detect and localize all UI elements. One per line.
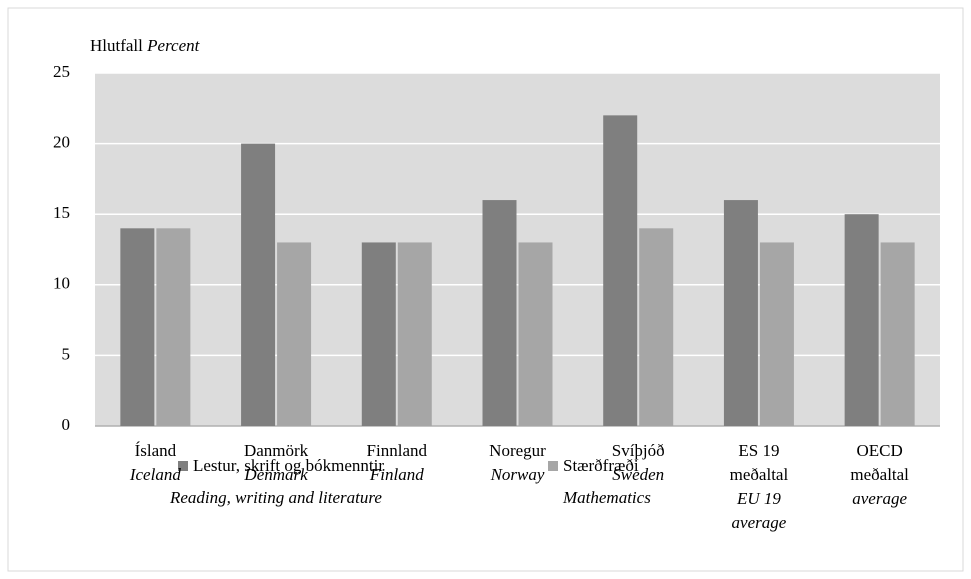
x-tick-label-en: Sweden bbox=[612, 465, 665, 484]
bar bbox=[844, 214, 879, 426]
x-tick-label-en: average bbox=[852, 489, 908, 508]
x-tick-label: Danmörk bbox=[243, 441, 309, 460]
x-tick-label: Ísland bbox=[134, 441, 177, 460]
legend-label-en: Reading, writing and literature bbox=[170, 488, 382, 507]
bar bbox=[880, 242, 915, 426]
legend-label-en: Mathematics bbox=[563, 488, 651, 507]
bar bbox=[723, 200, 758, 426]
x-tick-label-en: Iceland bbox=[129, 465, 181, 484]
bar bbox=[518, 242, 553, 426]
x-tick-label-en: Norway bbox=[490, 465, 545, 484]
legend-label: Stærðfræði bbox=[563, 456, 639, 475]
y-label-is: Hlutfall bbox=[90, 36, 143, 55]
x-tick-label: OECD meðaltal bbox=[850, 441, 909, 484]
bar bbox=[241, 143, 276, 426]
y-tick-label: 10 bbox=[53, 274, 70, 293]
x-tick-label-en: Finland bbox=[369, 465, 424, 484]
bar bbox=[120, 228, 155, 426]
plot-area bbox=[95, 73, 940, 426]
y-tick-label: 5 bbox=[62, 344, 71, 363]
y-tick-label: 15 bbox=[53, 203, 70, 222]
bar bbox=[482, 200, 517, 426]
bar bbox=[759, 242, 794, 426]
bar bbox=[603, 115, 638, 427]
bar bbox=[361, 242, 396, 426]
x-tick-label: Noregur bbox=[489, 441, 546, 460]
y-label-en: Percent bbox=[146, 36, 201, 55]
y-tick-label: 25 bbox=[53, 62, 70, 81]
legend-label: Lestur, skrift og bókmenntir bbox=[193, 456, 385, 475]
y-tick-label: 0 bbox=[62, 415, 71, 434]
bar bbox=[277, 242, 312, 426]
y-tick-label: 20 bbox=[53, 133, 70, 152]
bar bbox=[156, 228, 191, 426]
y-axis-label: Hlutfall Percent bbox=[90, 36, 201, 55]
x-tick-label: Finnland bbox=[366, 441, 427, 460]
bar bbox=[397, 242, 432, 426]
x-tick-label: ES 19 meðaltal bbox=[729, 441, 789, 484]
legend-swatch bbox=[178, 461, 188, 471]
bar bbox=[639, 228, 674, 426]
legend-swatch bbox=[548, 461, 558, 471]
x-tick-label: Svíþjóð bbox=[611, 441, 665, 460]
x-tick-label-en: Denmark bbox=[244, 465, 308, 484]
x-tick-label-en: EU 19 average bbox=[731, 489, 787, 532]
